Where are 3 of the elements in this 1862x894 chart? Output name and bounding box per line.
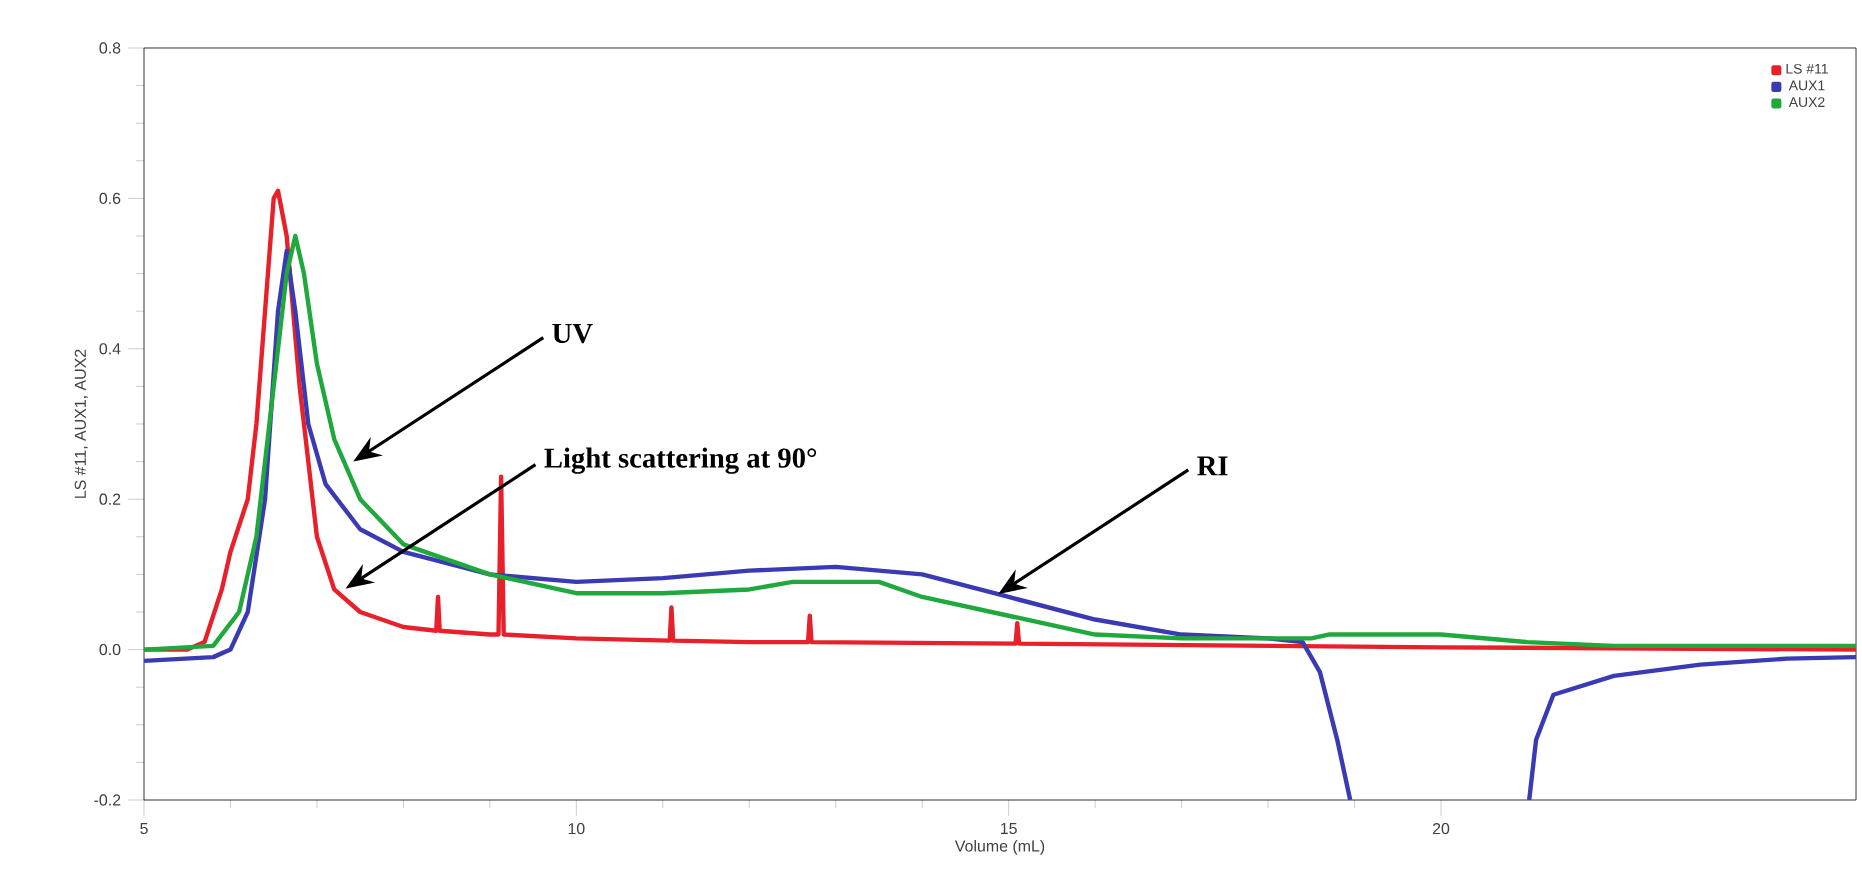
annotation: RI: [1197, 456, 1228, 476]
annotation: UV: [552, 323, 593, 344]
annotation: Light scattering at 90°: [544, 447, 817, 474]
